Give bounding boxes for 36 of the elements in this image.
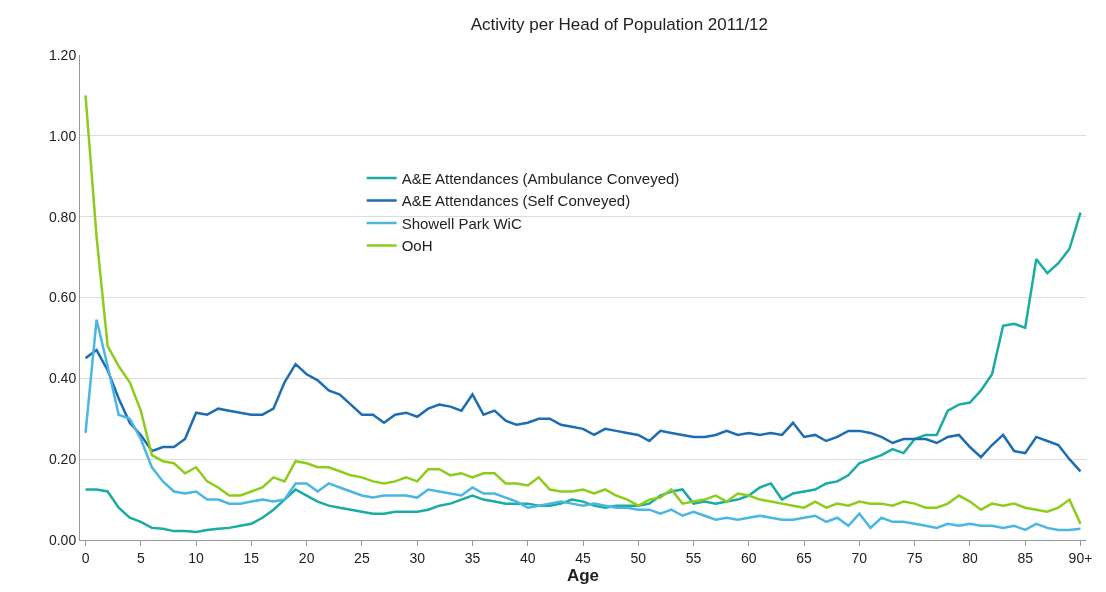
line-series [84, 94, 1082, 526]
x-tick-label: 15 [243, 549, 260, 566]
x-tick-label: 85 [1017, 549, 1034, 566]
line-series [84, 318, 1082, 532]
line-series [84, 348, 1082, 473]
y-tick-label: 0.80 [48, 208, 77, 225]
line-series [84, 211, 1082, 534]
x-tick-label: 30 [409, 549, 426, 566]
x-tick-label: 45 [575, 549, 591, 566]
y-tick-label: 1.00 [48, 127, 77, 144]
x-tick-label: 60 [741, 549, 757, 566]
x-tick-label: 70 [851, 549, 868, 566]
x-tick-label: 25 [354, 549, 370, 566]
y-tick-label: 1.20 [48, 46, 77, 63]
x-tick-label: 65 [796, 549, 813, 566]
x-tick-label: 80 [962, 549, 978, 566]
y-tick-label: 0.60 [48, 289, 77, 306]
legend-label: A&E Attendances (Ambulance Conveyed) [401, 169, 680, 187]
y-tick-label: 0.20 [48, 451, 77, 468]
y-tick-label: 0.00 [48, 531, 77, 548]
x-tick-label: 40 [519, 549, 536, 566]
legend-label: OoH [401, 237, 433, 255]
x-tick-label: 55 [685, 549, 702, 566]
x-tick-label: 0 [81, 549, 90, 566]
x-tick-label: 35 [464, 549, 481, 566]
chart-title: Activity per Head of Population 2011/12 [470, 14, 769, 34]
x-tick-label: 10 [188, 549, 205, 566]
legend-label: Showell Park WiC [401, 214, 522, 232]
x-axis-title: Age [566, 565, 600, 585]
y-tick-label: 0.40 [48, 370, 77, 387]
x-tick-label: 5 [136, 549, 145, 566]
x-tick-label: 90+ [1068, 549, 1093, 566]
x-tick-label: 75 [906, 549, 923, 566]
legend-label: A&E Attendances (Self Conveyed) [401, 192, 631, 210]
x-tick-label: 50 [630, 549, 647, 566]
x-tick-label: 20 [298, 549, 315, 566]
